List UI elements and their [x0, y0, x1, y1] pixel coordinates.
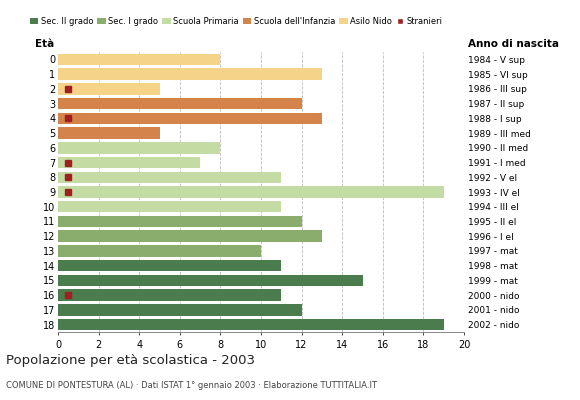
- Bar: [58, 68, 322, 80]
- Bar: [58, 290, 281, 301]
- Bar: [58, 83, 160, 94]
- Bar: [58, 304, 302, 316]
- Legend: Sec. II grado, Sec. I grado, Scuola Primaria, Scuola dell'Infanzia, Asilo Nido, : Sec. II grado, Sec. I grado, Scuola Prim…: [30, 17, 443, 26]
- Bar: [58, 98, 302, 109]
- Bar: [58, 127, 160, 139]
- Bar: [58, 216, 302, 227]
- Text: Popolazione per età scolastica - 2003: Popolazione per età scolastica - 2003: [6, 354, 255, 367]
- Bar: [58, 142, 220, 154]
- Text: Età: Età: [35, 39, 54, 49]
- Bar: [58, 275, 362, 286]
- Bar: [58, 172, 281, 183]
- Bar: [58, 245, 261, 257]
- Bar: [58, 319, 444, 330]
- Text: Anno di nascita: Anno di nascita: [468, 39, 559, 49]
- Text: COMUNE DI PONTESTURA (AL) · Dati ISTAT 1° gennaio 2003 · Elaborazione TUTTITALIA: COMUNE DI PONTESTURA (AL) · Dati ISTAT 1…: [6, 381, 377, 390]
- Bar: [58, 112, 322, 124]
- Bar: [58, 54, 220, 65]
- Bar: [58, 230, 322, 242]
- Bar: [58, 157, 200, 168]
- Bar: [58, 201, 281, 212]
- Bar: [58, 260, 281, 272]
- Bar: [58, 186, 444, 198]
